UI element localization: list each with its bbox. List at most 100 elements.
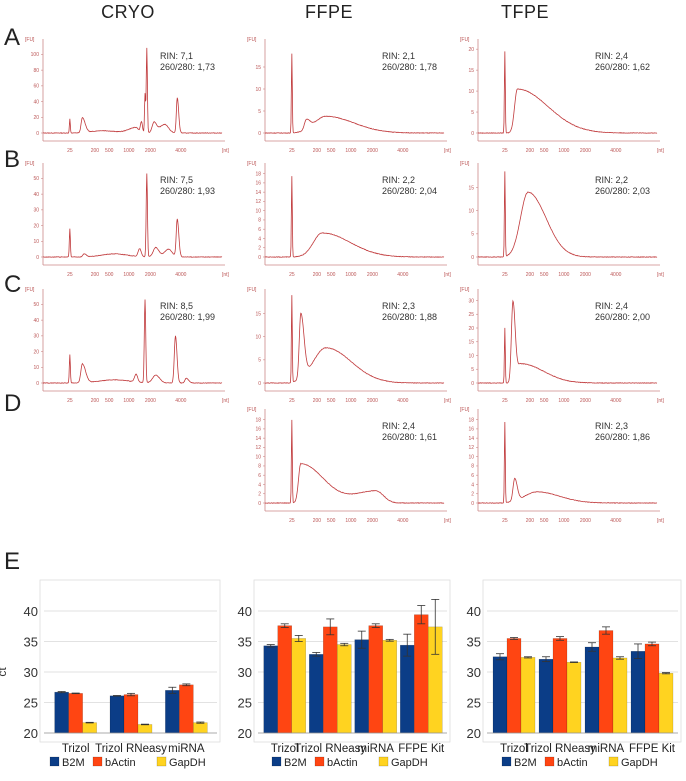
bar-bactin (323, 626, 338, 734)
bar-gapdh (566, 661, 582, 734)
bar-bactin (179, 684, 194, 734)
electropherogram-trace (264, 176, 445, 258)
y-tick-label: 40 (238, 604, 252, 619)
bar-b2m (263, 645, 278, 734)
y-tick-label: 0 (258, 131, 261, 137)
bar-bactin (598, 630, 614, 734)
x-tick-label: 25 (502, 518, 508, 524)
y-tick-label: 0 (36, 255, 39, 261)
x-axis-unit-label: [nt] (222, 398, 230, 404)
y-tick-label: 10 (468, 89, 474, 95)
ratio-260-280-value: 260/280: 1,88 (382, 312, 437, 322)
x-tick-label: 2000 (580, 272, 591, 278)
electropherogram-panel: [FU] [nt] 0 5 10 15 25 200 500 1000 2000 4000 RIN: 2… (247, 37, 452, 154)
row-label-d: D (4, 390, 22, 417)
x-tick-label: 200 (313, 398, 322, 404)
rin-value: RIN: 7,5 (160, 175, 193, 185)
y-axis-unit-label: [FU] (247, 407, 257, 413)
y-tick-label: 10 (468, 454, 474, 460)
y-tick-label: 12 (255, 445, 261, 451)
y-tick-label: 0 (258, 255, 261, 261)
y-tick-label: 8 (471, 464, 474, 470)
y-tick-label: 0 (471, 381, 474, 387)
y-tick-label: 5 (258, 109, 261, 115)
x-tick-label: 1000 (345, 398, 356, 404)
ratio-260-280-value: 260/280: 1,62 (595, 62, 650, 72)
y-tick-label: 5 (258, 358, 261, 364)
electropherogram-trace (42, 173, 223, 258)
x-tick-label: 4000 (397, 518, 408, 524)
legend-label: bActin (105, 757, 136, 769)
y-tick-label: 30 (467, 665, 481, 680)
bar-gapdh (337, 644, 352, 734)
x-tick-label: 500 (327, 518, 336, 524)
y-tick-label: 30 (33, 334, 39, 340)
y-tick-label: 2 (258, 492, 261, 498)
y-tick-label: 5 (471, 110, 474, 116)
bar-bactin (68, 693, 83, 734)
x-tick-label: 1000 (123, 148, 134, 154)
y-tick-label: 4 (258, 236, 261, 242)
y-tick-label: 35 (24, 635, 38, 650)
y-tick-label: 25 (468, 312, 474, 318)
ratio-260-280-value: 260/280: 1,99 (160, 312, 215, 322)
y-tick-label: 10 (255, 208, 261, 214)
y-tick-label: 18 (255, 171, 261, 177)
x-tick-label: 2000 (580, 398, 591, 404)
bar-b2m (54, 691, 69, 734)
y-axis-unit-label: [FU] (25, 161, 35, 167)
bar-bactin (506, 638, 522, 734)
y-tick-label: 0 (36, 131, 39, 137)
y-tick-label: 30 (33, 208, 39, 214)
legend-swatch (49, 756, 60, 767)
y-axis-unit-label: [FU] (25, 37, 35, 43)
x-axis-unit-label: [nt] (444, 272, 452, 278)
electropherogram-trace (42, 47, 223, 134)
legend-label: bActin (557, 757, 588, 769)
x-axis-unit-label: [nt] (657, 272, 665, 278)
electropherogram-panel: [FU] [nt] 0 20 40 60 80 100 25 200 500 1000 2000 4000… (25, 37, 230, 154)
electropherogram-panel: [FU] [nt] 0 10 20 30 40 50 25 200 500 1000 2000 4000 R… (25, 287, 230, 404)
ratio-260-280-value: 260/280: 2,04 (382, 186, 437, 196)
rin-value: RIN: 2,4 (595, 301, 628, 311)
bar-b2m (309, 654, 324, 734)
y-tick-label: 20 (33, 223, 39, 229)
x-tick-label: 500 (540, 148, 549, 154)
x-tick-label: 4000 (610, 272, 621, 278)
y-tick-label: 20 (468, 47, 474, 53)
y-tick-label: 10 (468, 353, 474, 359)
bar-gapdh (82, 722, 97, 734)
x-tick-label: 4000 (610, 148, 621, 154)
x-tick-label: 2000 (367, 272, 378, 278)
y-tick-label: 0 (36, 381, 39, 387)
ratio-260-280-value: 260/280: 1,73 (160, 62, 215, 72)
bar-bactin (644, 643, 660, 734)
x-tick-label: 500 (105, 272, 114, 278)
y-tick-label: 5 (471, 367, 474, 373)
x-axis-unit-label: [nt] (444, 398, 452, 404)
x-tick-label: 25 (289, 518, 295, 524)
y-tick-label: 50 (33, 176, 39, 182)
y-tick-label: 20 (468, 326, 474, 332)
electropherogram-trace (264, 419, 445, 504)
y-tick-label: 30 (468, 298, 474, 304)
rin-value: RIN: 7,1 (160, 51, 193, 61)
rin-value: RIN: 2,4 (382, 421, 415, 431)
x-tick-label: 4000 (175, 398, 186, 404)
x-tick-label: 25 (67, 272, 73, 278)
y-tick-label: 20 (33, 115, 39, 121)
y-tick-label: 20 (238, 726, 252, 741)
x-tick-label: 4000 (397, 398, 408, 404)
y-axis-unit-label: [FU] (247, 161, 257, 167)
x-tick-label: 1000 (123, 398, 134, 404)
ratio-260-280-value: 260/280: 1,93 (160, 186, 215, 196)
electropherogram-trace (477, 51, 658, 134)
electropherogram-trace (477, 299, 658, 384)
row-label-b: B (4, 146, 21, 173)
bar-gapdh (658, 672, 674, 734)
y-tick-label: 15 (255, 65, 261, 71)
bar-b2m (400, 644, 415, 734)
y-tick-label: 40 (33, 318, 39, 324)
y-tick-label: 10 (468, 208, 474, 214)
bar-bactin (277, 625, 292, 734)
